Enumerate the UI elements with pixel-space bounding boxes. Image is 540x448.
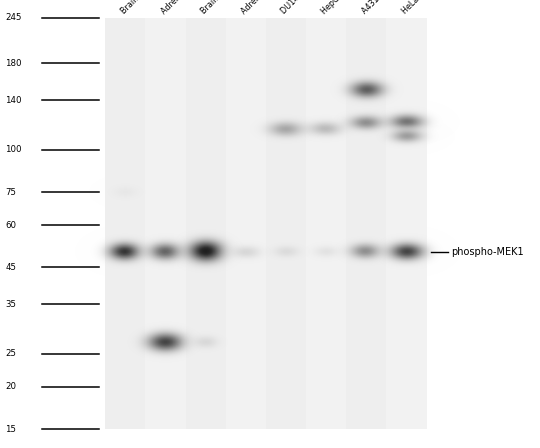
Text: A431 (H): A431 (H): [360, 0, 391, 16]
Text: 45: 45: [5, 263, 16, 272]
Text: 15: 15: [5, 425, 16, 434]
Bar: [105, 18, 427, 429]
Bar: [186, 18, 226, 429]
Text: HepG2 (H): HepG2 (H): [320, 0, 356, 16]
Text: 60: 60: [5, 220, 16, 229]
Text: Adrenal gland (M): Adrenal gland (M): [159, 0, 216, 16]
Bar: [266, 18, 306, 429]
Text: 140: 140: [5, 96, 22, 105]
Bar: [145, 18, 186, 429]
Text: 35: 35: [5, 300, 16, 309]
Text: phospho-MEK1: phospho-MEK1: [451, 247, 523, 257]
Text: HeLa (H): HeLa (H): [400, 0, 431, 16]
Text: 100: 100: [5, 145, 22, 154]
Text: 25: 25: [5, 349, 16, 358]
Bar: [105, 18, 145, 429]
Bar: [226, 18, 266, 429]
Text: Brain (R): Brain (R): [199, 0, 231, 16]
Text: Adrenal gland (R): Adrenal gland (R): [240, 0, 295, 16]
Bar: [346, 18, 387, 429]
Bar: [306, 18, 346, 429]
Text: 75: 75: [5, 188, 16, 197]
Bar: [387, 18, 427, 429]
Text: 245: 245: [5, 13, 22, 22]
Text: 20: 20: [5, 382, 16, 391]
Text: Brain (M): Brain (M): [119, 0, 151, 16]
Text: 180: 180: [5, 59, 22, 68]
Text: DU145 (H): DU145 (H): [280, 0, 315, 16]
